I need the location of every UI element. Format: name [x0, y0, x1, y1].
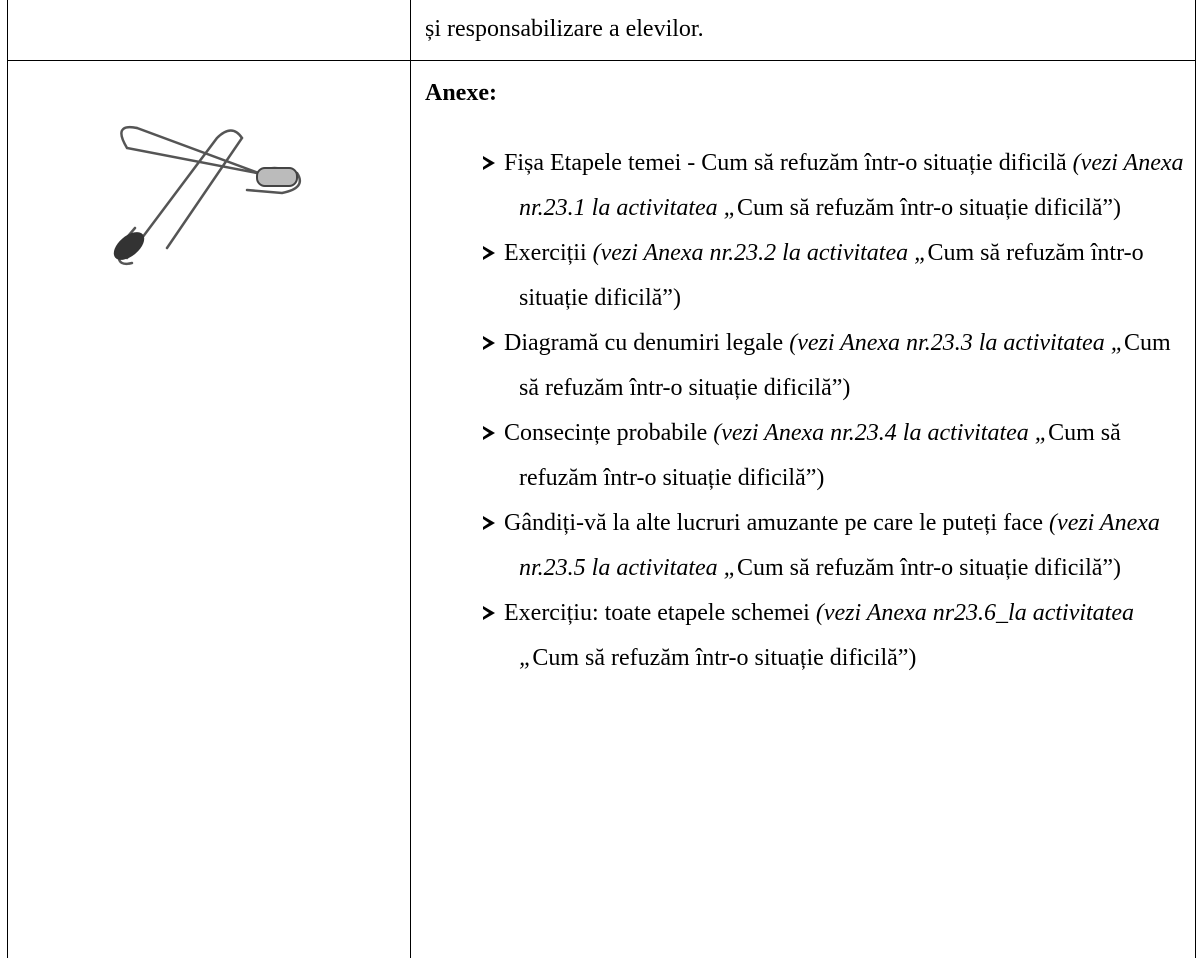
item-reference: (vezi Anexa nr.23.5 la activitatea „	[519, 510, 1160, 581]
item-text: Diagramă cu denumiri legale	[504, 330, 790, 356]
item-text: Exercițiu: toate etapele schemei	[504, 600, 816, 626]
item-text: Exerciții	[504, 240, 593, 266]
heading: Anexe:	[425, 80, 497, 106]
annex-cell: Anexe: Fișa Etapele temei - Cum să refuz…	[410, 62, 1194, 681]
item-tail: Cum să refuzăm într-o situație dificilă”…	[737, 555, 1122, 581]
item-tail: Cum să refuzăm într-o situație dificilă”…	[737, 195, 1122, 221]
table: și responsabilizare a elevilor. Anexe: F…	[7, 0, 1196, 958]
item-reference: (vezi Anexa nr.23.1 la activitatea „	[519, 150, 1184, 221]
item-tail: Cum să refuzăm într-o situație dificilă”…	[519, 330, 1171, 401]
annex-item: Diagramă cu denumiri legale (vezi Anexa …	[410, 321, 1194, 411]
bullet	[483, 516, 495, 530]
item-tail: Cum să refuzăm într-o situație dificilă”…	[532, 645, 917, 671]
bullet	[483, 606, 495, 620]
border	[410, 0, 411, 958]
annex-item: Consecințe probabile (vezi Anexa nr.23.4…	[410, 411, 1194, 501]
item-reference: (vezi Anexa nr.23.2 la activitatea „	[592, 240, 928, 266]
annex-item: Fișa Etapele temei - Cum să refuzăm într…	[410, 141, 1194, 231]
border	[7, 60, 1196, 61]
border	[7, 0, 8, 958]
item-reference: (vezi Anexa nr23.6_la activitatea „	[519, 600, 1134, 671]
safety-pin-icon	[113, 125, 302, 266]
item-text: Gândiți-vă la alte lucruri amuzante pe c…	[504, 510, 1050, 536]
bullet	[483, 156, 495, 170]
bullet	[483, 336, 495, 350]
item-reference: (vezi Anexa nr.23.3 la activitatea „	[789, 330, 1125, 356]
cell-text: și responsabilizare a elevilor.	[425, 16, 704, 42]
annex-item: Exercițiu: toate etapele schemei (vezi A…	[410, 591, 1194, 681]
item-tail: Cum să refuzăm într-o situație dificilă”…	[519, 420, 1121, 491]
bullet	[483, 246, 495, 260]
annex-list: Fișa Etapele temei - Cum să refuzăm într…	[410, 141, 1194, 681]
annex-item: Gândiți-vă la alte lucruri amuzante pe c…	[410, 501, 1194, 591]
bullet	[483, 426, 495, 440]
item-text: Fișa Etapele temei - Cum să refuzăm într…	[504, 150, 1073, 176]
item-reference: (vezi Anexa nr.23.4 la activitatea „	[713, 420, 1049, 446]
annex-item: Exerciții (vezi Anexa nr.23.2 la activit…	[410, 231, 1194, 321]
item-text: Consecințe probabile	[504, 420, 714, 446]
item-tail: Cum să refuzăm într-o situație dificilă”…	[519, 240, 1144, 311]
border	[1195, 0, 1196, 958]
